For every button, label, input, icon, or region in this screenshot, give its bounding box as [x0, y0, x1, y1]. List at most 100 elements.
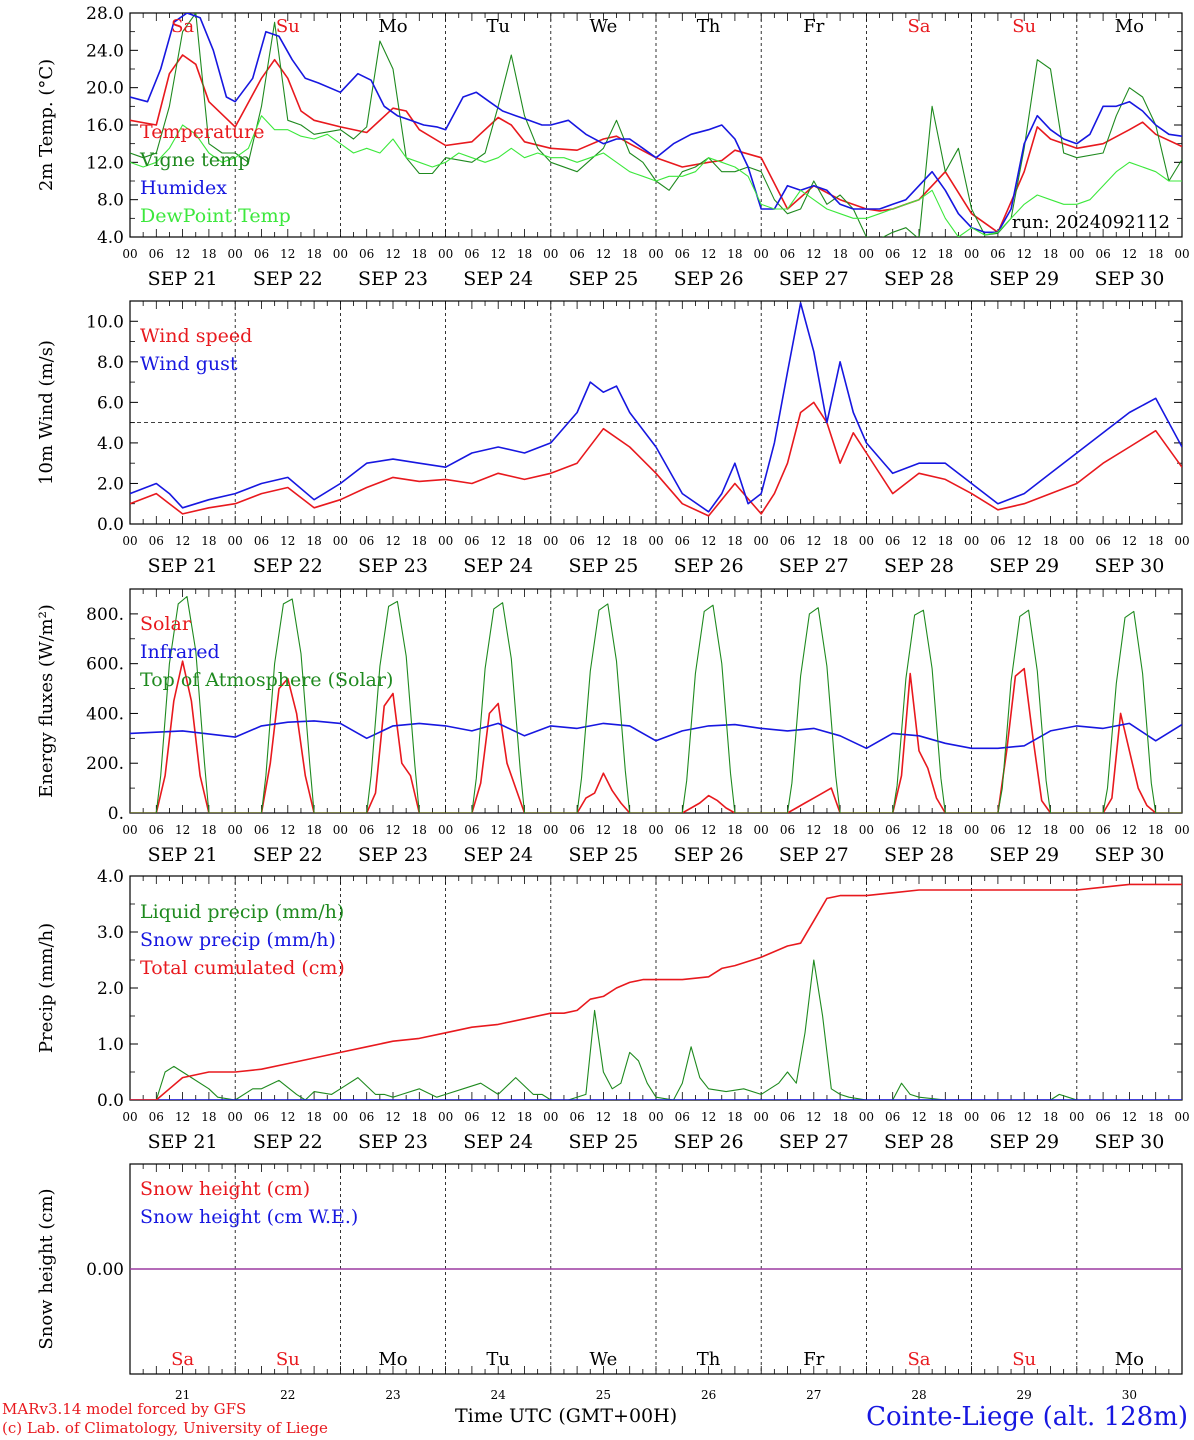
hour-tick-label: 18 [306, 1110, 321, 1124]
hour-tick-label: 06 [675, 247, 690, 261]
hour-tick-label: 12 [175, 534, 190, 548]
hour-tick-label: 00 [122, 534, 137, 548]
day-number-label: 27 [806, 1388, 821, 1402]
hour-tick-label: 00 [438, 534, 453, 548]
y-tick-label: 2.0 [97, 474, 124, 494]
time-axis-label: Time UTC (GMT+00H) [455, 1405, 678, 1427]
plot-frame [129, 12, 1183, 238]
y-tick-label: 400. [86, 704, 124, 724]
date-label: SEP 22 [253, 844, 323, 866]
date-label: SEP 26 [674, 1131, 744, 1153]
legend-entry: Total cumulated (cm) [140, 957, 345, 979]
hour-tick-label: 18 [1148, 534, 1163, 548]
y-axis-label: Energy fluxes (W/m²) [36, 604, 57, 798]
hour-tick-label: 18 [938, 823, 953, 837]
weekday-label: Sa [171, 16, 194, 37]
hour-tick-label: 00 [1069, 247, 1084, 261]
date-label: SEP 28 [884, 555, 954, 577]
hour-tick-label: 12 [175, 247, 190, 261]
hour-tick-label: 00 [1069, 823, 1084, 837]
hour-tick-label: 12 [280, 823, 295, 837]
hour-tick-label: 06 [254, 823, 269, 837]
hour-tick-label: 06 [780, 247, 795, 261]
series-infrared [130, 720, 1182, 750]
hour-tick-label: 06 [569, 823, 584, 837]
hour-tick-label: 06 [885, 247, 900, 261]
hour-tick-label: 06 [675, 823, 690, 837]
hour-tick-label: 06 [254, 247, 269, 261]
date-label: SEP 24 [463, 555, 533, 577]
run-annotation: run: 2024092112 [1012, 212, 1170, 233]
weekday-label: Tu [486, 1349, 510, 1370]
legend-entry: Liquid precip (mm/h) [140, 901, 344, 923]
hour-tick-label: 18 [1148, 1110, 1163, 1124]
hour-tick-label: 00 [754, 247, 769, 261]
hour-tick-label: 12 [385, 534, 400, 548]
panel-precip: 0.0 1.0 2.0 3.0 4.0 Precip (mm/h) Liquid preci… [36, 867, 1190, 1153]
weekday-label: Th [697, 16, 721, 37]
weekday-label: Sa [171, 1349, 194, 1370]
hour-tick-label: 12 [596, 1110, 611, 1124]
hour-tick-label: 00 [1174, 823, 1189, 837]
hour-tick-label: 06 [569, 1110, 584, 1124]
hour-tick-label: 18 [412, 1110, 427, 1124]
legend-entry: Snow precip (mm/h) [140, 929, 336, 951]
hour-tick-label: 18 [727, 534, 742, 548]
series-total-cumulated-cm- [130, 883, 1182, 1100]
legend-entry: Snow height (cm W.E.) [140, 1206, 358, 1228]
hour-tick-label: 12 [806, 534, 821, 548]
hour-tick-label: 00 [333, 247, 348, 261]
hour-tick-label: 18 [832, 534, 847, 548]
y-tick-label: 4.0 [97, 867, 124, 887]
hour-tick-label: 18 [1043, 823, 1058, 837]
date-label: SEP 25 [568, 1131, 638, 1153]
date-label: SEP 29 [989, 1131, 1059, 1153]
hour-tick-label: 18 [517, 1110, 532, 1124]
date-label: SEP 23 [358, 268, 428, 290]
hour-tick-label: 00 [543, 823, 558, 837]
panel-wind: 0.0 2.0 4.0 6.0 8.0 10.0 10m Wind (m/s) Wind sp… [36, 300, 1190, 577]
hour-tick-label: 06 [254, 1110, 269, 1124]
hour-tick-label: 18 [1148, 247, 1163, 261]
y-tick-label: 600. [86, 655, 124, 675]
hour-tick-label: 00 [543, 534, 558, 548]
date-label: SEP 27 [779, 555, 849, 577]
hour-tick-label: 06 [780, 1110, 795, 1124]
hour-tick-label: 06 [149, 1110, 164, 1124]
hour-tick-label: 18 [201, 247, 216, 261]
hour-tick-label: 12 [1017, 823, 1032, 837]
hour-tick-label: 00 [228, 1110, 243, 1124]
y-tick-label: 0.0 [97, 1091, 124, 1111]
hour-tick-label: 12 [701, 534, 716, 548]
date-label: SEP 28 [884, 268, 954, 290]
hour-tick-label: 06 [464, 1110, 479, 1124]
hour-tick-label: 18 [1043, 247, 1058, 261]
hour-tick-label: 00 [122, 1110, 137, 1124]
y-axis-label: Precip (mm/h) [36, 923, 57, 1053]
hour-tick-label: 00 [859, 1110, 874, 1124]
date-label: SEP 21 [148, 555, 218, 577]
y-tick-label: 2.0 [97, 979, 124, 999]
hour-tick-label: 00 [648, 1110, 663, 1124]
hour-tick-label: 12 [491, 823, 506, 837]
date-label: SEP 23 [358, 844, 428, 866]
hour-tick-label: 12 [1017, 247, 1032, 261]
date-label: SEP 24 [463, 844, 533, 866]
hour-tick-label: 18 [517, 534, 532, 548]
hour-tick-label: 00 [333, 534, 348, 548]
hour-tick-label: 12 [911, 534, 926, 548]
hour-tick-label: 18 [1148, 823, 1163, 837]
y-tick-label: 8.0 [97, 353, 124, 373]
hour-tick-label: 12 [385, 1110, 400, 1124]
weekday-label: Su [1012, 1349, 1036, 1370]
day-number-label: 30 [1122, 1388, 1137, 1402]
day-number-label: 23 [385, 1388, 400, 1402]
hour-tick-label: 06 [1095, 534, 1110, 548]
hour-tick-label: 06 [675, 1110, 690, 1124]
legend-entry: Infrared [140, 641, 220, 663]
day-number-label: 22 [280, 1388, 295, 1402]
hour-tick-label: 00 [1174, 534, 1189, 548]
hour-tick-label: 00 [648, 823, 663, 837]
y-tick-label: 200. [86, 754, 124, 774]
y-tick-label: 28.0 [86, 4, 124, 24]
